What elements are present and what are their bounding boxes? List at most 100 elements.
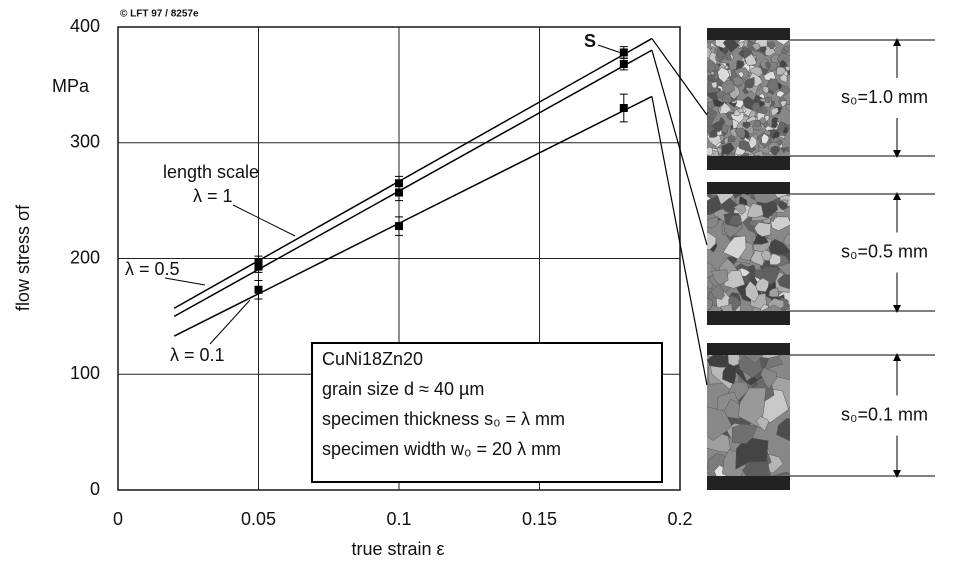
series-label: λ = 0.1 <box>170 345 225 365</box>
grain <box>710 81 718 89</box>
copyright: © LFT 97 / 8257e <box>120 9 199 20</box>
grain <box>782 126 789 134</box>
grain <box>707 406 733 441</box>
x-tick-label: 0.15 <box>522 509 557 529</box>
grain <box>760 249 772 261</box>
grain <box>754 221 772 237</box>
grain <box>753 276 770 293</box>
grain <box>707 146 714 157</box>
grain <box>707 216 719 229</box>
grain <box>732 75 745 86</box>
specimen-label: s₀=0.1 mm <box>841 404 928 424</box>
series-group-label: length scale <box>163 162 259 182</box>
data-point <box>254 285 263 294</box>
grain <box>733 109 742 117</box>
grain <box>737 71 744 79</box>
grain <box>777 274 790 290</box>
data-point <box>254 262 263 271</box>
micrograph <box>707 28 790 170</box>
x-tick-label: 0.2 <box>667 509 692 529</box>
grain <box>754 268 766 280</box>
grain <box>765 61 772 68</box>
label-bg <box>840 238 972 267</box>
point-leader <box>597 44 620 53</box>
info-line: grain size d ≈ 40 µm <box>322 379 484 399</box>
grain <box>721 54 733 61</box>
grain <box>770 107 779 117</box>
grain <box>771 117 779 126</box>
grain <box>772 137 781 143</box>
info-line: specimen width w₀ = 20 λ mm <box>322 439 561 459</box>
series-label: λ = 1 <box>193 186 233 206</box>
y-tick-label: 100 <box>70 363 100 383</box>
grain <box>733 203 747 216</box>
grain <box>745 280 760 303</box>
grain <box>777 200 788 211</box>
grain <box>744 76 755 89</box>
grain <box>779 73 788 83</box>
connector <box>651 38 708 116</box>
y-tick-label: 200 <box>70 247 100 267</box>
grain <box>738 140 751 152</box>
grain <box>707 74 716 83</box>
x-tick-label: 0.05 <box>241 509 276 529</box>
y-axis-label: flow stress σf <box>13 204 33 311</box>
grain <box>707 195 723 215</box>
grain <box>722 37 740 53</box>
grain <box>738 41 745 49</box>
grain <box>707 231 717 250</box>
data-point <box>395 179 403 188</box>
grain <box>707 297 713 311</box>
grain <box>776 90 785 98</box>
grain <box>722 363 737 385</box>
micrograph <box>707 182 790 325</box>
fit-line <box>173 95 653 337</box>
grain <box>721 91 733 104</box>
label-leader <box>209 299 251 345</box>
fit-line <box>173 49 653 318</box>
grain <box>776 418 790 442</box>
grain <box>751 102 761 112</box>
data-point <box>619 48 628 57</box>
dark-band <box>707 343 790 355</box>
micrograph <box>707 343 790 490</box>
grain <box>719 102 732 115</box>
grain <box>710 283 725 300</box>
label-leader <box>164 277 206 286</box>
grain <box>770 216 790 231</box>
connector <box>651 49 708 246</box>
dark-band <box>707 182 790 194</box>
grain <box>761 133 770 144</box>
grain <box>707 59 717 74</box>
grain <box>742 121 752 129</box>
data-point <box>395 222 403 231</box>
grain <box>784 66 790 72</box>
specimen-label: s₀=0.5 mm <box>841 241 928 261</box>
grain <box>783 45 790 52</box>
y-tick-label: 0 <box>90 479 100 499</box>
label-bg <box>840 84 972 112</box>
connector <box>651 96 708 386</box>
dark-band <box>707 311 790 325</box>
grain <box>727 135 736 143</box>
dark-band <box>707 156 790 170</box>
grain <box>766 78 779 93</box>
micrographs <box>707 28 790 490</box>
y-unit: MPa <box>52 76 90 96</box>
grain <box>768 287 779 298</box>
grain <box>767 41 776 50</box>
grain <box>707 116 715 127</box>
grain <box>756 416 769 432</box>
grain <box>777 52 790 63</box>
data-point <box>619 60 628 69</box>
grain <box>780 147 787 154</box>
grain <box>770 145 781 156</box>
grain <box>779 59 787 68</box>
series-label: λ = 0.5 <box>125 259 180 279</box>
label-bg <box>840 401 972 430</box>
x-axis-label: true strain ε <box>351 539 444 559</box>
grain <box>711 120 723 132</box>
grain <box>753 119 762 128</box>
grain <box>747 203 764 219</box>
